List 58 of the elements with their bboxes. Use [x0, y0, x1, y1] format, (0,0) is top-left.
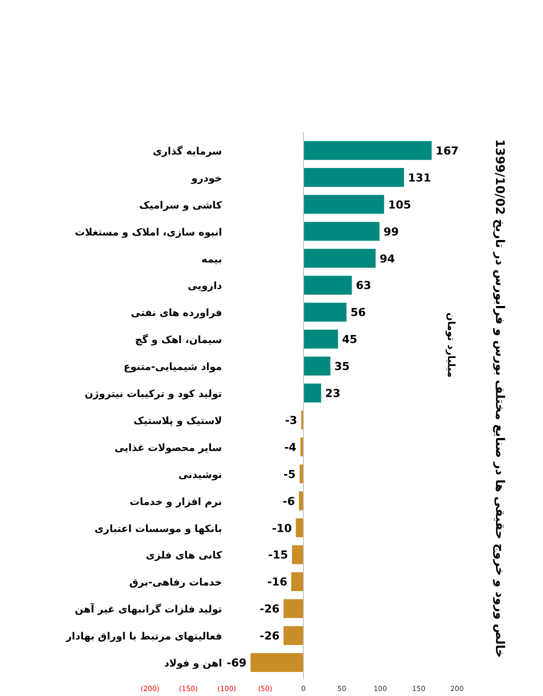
bar [300, 464, 304, 484]
bar [304, 330, 338, 349]
y-tick-label: نرم افزار و خدمات [130, 496, 222, 508]
y-tick-label: اهن و فولاد [164, 658, 222, 670]
y-tick-label: تولید کود و ترکیبات نیتروژن [84, 389, 222, 400]
y-tick-label: سایر محصولات غذایی [114, 442, 222, 454]
y-tick-label: فراورده های نفتی [130, 308, 222, 320]
data-label: 105 [388, 198, 412, 212]
bar [304, 356, 330, 376]
y-tick-label: نوشیدنی [178, 470, 222, 481]
bar [284, 626, 304, 646]
data-label: 23 [325, 387, 340, 400]
y-tick-label: انبوه سازی، املاک و مستغلات [74, 227, 222, 238]
data-label: -15 [268, 548, 288, 562]
y-tick-label: لاستیک و پلاستیک [134, 416, 222, 427]
bar [304, 276, 352, 295]
y-tick-label: مواد شیمیایی-متنوع [124, 362, 222, 374]
y-axis-title: میلیارد تومان [445, 312, 456, 378]
data-label: -26 [260, 602, 280, 616]
y-tick-label: کانی های فلزی [146, 550, 222, 562]
text: خالص ورود و خروج حقیقی ها در صنایع مختلف بورس و فرابورس در تاریخ 1399/10/02 [493, 139, 507, 658]
y-tick-label: تولید فلزات گرانبهای غیر آهن [74, 602, 222, 616]
data-label: 99 [383, 225, 399, 238]
data-label: -3 [284, 414, 298, 427]
bar [304, 248, 376, 268]
bar [284, 599, 304, 618]
y-tick-label: دارویی [188, 281, 222, 292]
bar [304, 194, 384, 214]
data-label: 167 [436, 144, 459, 158]
bar [291, 572, 304, 592]
data-label: -16 [267, 576, 288, 589]
y-tick-label: کاشی و سرامیک [139, 200, 222, 212]
data-label: -69 [226, 656, 247, 670]
y-tick-label: خدمات رفاهی-برق [129, 578, 222, 589]
bar [304, 384, 322, 402]
data-label: -4 [284, 440, 297, 454]
data-label: 56 [350, 306, 366, 320]
y-tick-label: سیمان، اهک و گچ [135, 333, 222, 346]
data-label: -5 [283, 468, 296, 481]
data-label: 35 [334, 360, 350, 374]
data-label: 45 [342, 333, 358, 346]
data-label: -6 [282, 494, 296, 508]
data-label: 131 [408, 171, 432, 184]
y-tick-label: بانکها و موسسات اعتباری [94, 524, 222, 535]
data-label: -10 [272, 522, 292, 535]
y-tick-label: فعالیتهای مرتبط با اوراق بهادار [65, 632, 222, 643]
data-label: 94 [380, 252, 396, 266]
y-tick-label: خودرو [190, 173, 222, 184]
bar [304, 302, 346, 322]
bar [292, 545, 304, 564]
bar [304, 222, 380, 241]
data-label: -26 [260, 630, 280, 643]
y-tick-label: سرمایه گذاری [152, 144, 222, 158]
bar [304, 168, 404, 187]
bar [304, 141, 432, 160]
data-label: 63 [356, 279, 372, 292]
bar [250, 653, 304, 672]
y-tick-label: بیمه [201, 254, 222, 266]
